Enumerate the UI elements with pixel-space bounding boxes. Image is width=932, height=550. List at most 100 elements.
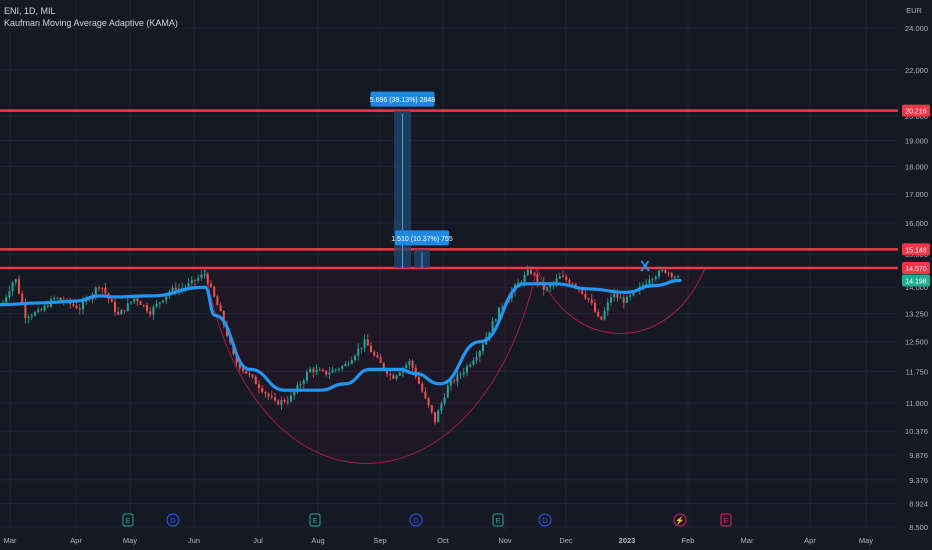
symbol-title[interactable]: ENI, 1D, MIL (4, 6, 56, 16)
measure-label-text: 1.510 (10.37%) 755 (391, 236, 453, 243)
candle (558, 272, 561, 279)
candle (197, 274, 200, 284)
candle (366, 334, 369, 346)
candle-body (258, 384, 260, 389)
candle-body (27, 316, 30, 319)
kama-line (0, 278, 682, 392)
candle-body (469, 364, 472, 367)
level-price-tag[interactable]: 20.216 (902, 104, 930, 117)
earnings-marker-icon[interactable]: E (309, 513, 321, 527)
candle (661, 268, 664, 273)
dividend-marker-icon[interactable]: D (409, 513, 423, 527)
candle-body (501, 306, 504, 308)
candle-body (59, 297, 62, 301)
candle (331, 366, 334, 373)
candle-body (30, 315, 33, 317)
candle (162, 299, 164, 304)
time-axis[interactable]: Mar Apr May Jun Jul Aug Sep Oct Nov Dec 2023 Feb Mar… (0, 531, 932, 550)
candle (261, 385, 264, 394)
time-tick: May (123, 536, 137, 545)
candle-body (405, 364, 408, 369)
candle-body (533, 273, 536, 275)
candle (389, 371, 392, 381)
last-price-tag[interactable]: 14.198 (902, 274, 930, 287)
candle (270, 390, 273, 400)
split-marker-icon[interactable]: ⚡ (673, 513, 687, 527)
price-tag-text: 14.570 (905, 266, 927, 273)
candle (334, 368, 337, 373)
candle (296, 381, 299, 394)
candle (30, 313, 33, 321)
candle-body (600, 316, 603, 320)
candle-body (453, 380, 456, 382)
resistance-lines[interactable] (0, 109, 898, 270)
candle (126, 298, 129, 312)
measure-label[interactable]: 5.696 (39.13%) 2848 (370, 91, 435, 107)
candle-body (613, 293, 616, 298)
kama-line-group (0, 278, 682, 392)
candle-body (523, 274, 526, 283)
candle (123, 309, 126, 315)
price-tag-box (902, 262, 930, 275)
time-tick: May (859, 536, 873, 545)
candle (293, 391, 296, 400)
candle-body (629, 295, 632, 297)
earnings-marker-icon[interactable]: E (492, 513, 504, 527)
candle-body (245, 370, 248, 374)
candle-body (53, 297, 56, 300)
candle-body (299, 383, 302, 386)
candle (98, 285, 100, 292)
candle (302, 378, 305, 389)
candle (517, 278, 520, 285)
candle (181, 282, 184, 294)
event-markers[interactable]: X E D E D E D ⚡ E (122, 258, 732, 527)
candle (466, 364, 468, 377)
dividend-marker-icon[interactable]: D (166, 513, 180, 527)
candle-body (581, 289, 584, 294)
candle-body (555, 278, 558, 283)
level-price-tag[interactable]: 14.570 (902, 262, 930, 275)
candle (117, 307, 120, 316)
candle (542, 277, 545, 296)
candle-body (347, 363, 350, 365)
dividend-marker-icon[interactable]: D (538, 513, 552, 527)
indicator-title[interactable]: Kaufman Moving Average Adaptive (KAMA) (4, 18, 178, 28)
candle (210, 280, 212, 288)
candle-body (395, 375, 398, 379)
price-tag-text: 14.198 (905, 278, 927, 285)
candle (443, 393, 446, 406)
price-tick: 17.000 (905, 190, 928, 199)
time-axis-bg (0, 531, 932, 550)
marker-shape (166, 513, 180, 527)
candle-body (11, 282, 14, 292)
measure-label[interactable]: 1.510 (10.37%) 755 (391, 230, 453, 246)
candle (651, 277, 654, 284)
measure-tools[interactable]: 5.696 (39.13%) 2848 1.510 (10.37%) 755 (370, 91, 453, 269)
marker-label: D (542, 516, 548, 525)
x-marker-icon[interactable]: X (640, 258, 650, 275)
price-tick: 10.376 (905, 427, 928, 436)
candle-body (651, 278, 654, 280)
candle-body (110, 298, 113, 303)
candle-body (494, 319, 497, 321)
candle-body (306, 372, 308, 381)
time-tick: Apr (70, 536, 82, 545)
level-price-tag[interactable]: 15.148 (902, 243, 930, 256)
candle-body (456, 374, 459, 382)
candle-body (94, 287, 97, 295)
price-tick: 14.000 (905, 283, 928, 292)
earnings-marker-icon[interactable]: E (720, 513, 732, 527)
candle (610, 293, 612, 306)
earnings-marker-icon[interactable]: E (122, 513, 134, 527)
candle-body (82, 301, 84, 310)
candle-body (248, 373, 251, 375)
candle-body (187, 283, 190, 288)
price-tag-text: 15.148 (905, 247, 927, 254)
candle-body (542, 282, 545, 291)
price-axis[interactable]: EUR24.00022.00020.00019.00018.00017.0001… (898, 0, 932, 550)
candle-body (562, 276, 564, 278)
candle-body (488, 331, 491, 337)
price-tick: 8.500 (909, 523, 928, 532)
candle-body (190, 279, 193, 284)
